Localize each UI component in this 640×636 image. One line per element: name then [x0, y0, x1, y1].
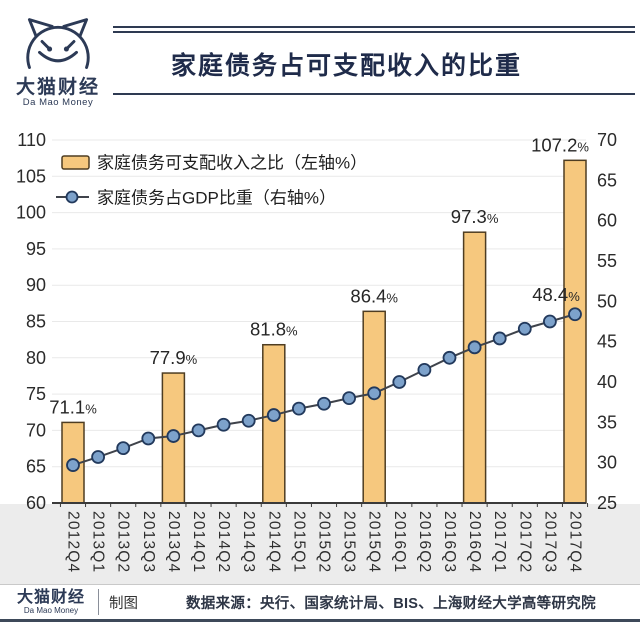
gdp-marker: [392, 375, 407, 389]
x-label: 2013Q1: [90, 511, 107, 573]
left-axis-tick-label: 90: [26, 275, 46, 295]
gdp-marker: [317, 396, 331, 411]
bar-value-label: 97.3%: [451, 206, 499, 227]
chart: 60 65 70 75 80 85 90 95 100 105 110 25 30 35 40 45 50 55 6…: [0, 130, 640, 585]
left-axis-tick-label: 85: [26, 312, 46, 332]
bar-value-label: 77.9%: [150, 347, 198, 368]
right-axis-tick-label: 60: [597, 211, 617, 231]
x-label: 2017Q4: [567, 511, 584, 573]
gdp-marker: [216, 417, 231, 432]
gdp-marker: [543, 314, 557, 329]
footer-logo-zh: 大猫财经: [16, 588, 85, 606]
left-axis-tick-label: 105: [16, 166, 46, 186]
right-axis-tick-label: 40: [597, 372, 617, 392]
gdp-marker: [291, 401, 306, 416]
gdp-marker: [241, 413, 256, 428]
gdp-marker: [191, 423, 206, 438]
left-axis-tick-label: 80: [26, 348, 46, 368]
x-label: 2013Q3: [140, 511, 157, 573]
left-axis-tick-label: 95: [26, 239, 46, 259]
x-label: 2013Q2: [115, 511, 132, 573]
gdp-marker: [467, 340, 482, 355]
right-axis-tick-label: 30: [597, 453, 617, 473]
x-label: 2014Q4: [265, 511, 282, 573]
bar-value-label: 71.1%: [49, 396, 97, 417]
bar-2016Q4: [462, 231, 487, 504]
gdp-marker: [492, 331, 507, 346]
footer-logo-en: Da Mao Money: [23, 605, 79, 615]
x-label: 2016Q1: [391, 511, 408, 573]
right-axis-tick-label: 55: [597, 251, 617, 271]
x-label: 2015Q3: [341, 511, 358, 573]
legend-line-label: 家庭债务占GDP比重（右轴%）: [97, 189, 336, 208]
x-label: 2014Q3: [240, 511, 257, 573]
damao-logo: 大猫财经 Da Mao Money: [10, 16, 106, 108]
gdp-marker: [568, 307, 582, 322]
gdp-marker: [417, 362, 432, 377]
title-block: 家庭债务占可支配收入的比重: [113, 26, 635, 95]
gdp-marker: [442, 350, 457, 365]
x-label: 2014Q2: [215, 511, 232, 573]
legend-line-marker: [65, 190, 79, 204]
x-label: 2013Q4: [165, 511, 182, 573]
title-bottom-rule: [113, 93, 635, 95]
footer: 大猫财经 Da Mao Money 制图 数据来源：央行、国家统计局、BIS、上…: [0, 585, 640, 619]
x-label: 2017Q1: [491, 511, 508, 573]
right-axis-tick-label: 50: [597, 291, 617, 311]
data-source: 数据来源：央行、国家统计局、BIS、上海财经大学高等研究院: [186, 595, 596, 612]
line-value-label: 48.4%: [532, 284, 580, 305]
footer-logo: 大猫财经 Da Mao Money: [14, 588, 88, 615]
x-label: 2015Q1: [290, 511, 307, 573]
bar-value-label: 86.4%: [350, 285, 398, 306]
logo-text-en: Da Mao Money: [22, 96, 94, 108]
gdp-marker: [66, 458, 80, 472]
bar-2014Q4: [262, 343, 286, 504]
gdp-marker: [166, 429, 181, 443]
bar-value-label: 107.2%: [531, 134, 589, 155]
x-label: 2015Q2: [316, 511, 333, 573]
left-axis-tick-label: 65: [26, 457, 46, 477]
x-label: 2014Q1: [190, 511, 207, 573]
bar-2015Q4: [362, 310, 386, 504]
footer-divider: [98, 589, 99, 615]
x-label: 2016Q4: [466, 511, 483, 573]
title-top-rule: [113, 26, 635, 33]
bar-2017Q4: [563, 159, 587, 504]
gdp-marker: [91, 450, 105, 464]
gdp-marker: [517, 321, 532, 336]
left-axis-tick-label: 75: [26, 384, 46, 404]
legend-bar-label: 家庭债务可支配收入之比（左轴%）: [97, 154, 367, 173]
left-axis-tick-label: 60: [26, 493, 46, 513]
page-title: 家庭债务占可支配收入的比重: [170, 53, 522, 80]
x-label: 2015Q4: [366, 511, 383, 573]
logo-text-zh: 大猫财经: [15, 77, 100, 98]
x-label-band: [0, 504, 640, 585]
x-label: 2012Q4: [65, 511, 82, 573]
x-label: 2016Q2: [416, 511, 433, 573]
bar-value-label: 81.8%: [250, 319, 298, 340]
gdp-marker: [116, 441, 131, 456]
x-label: 2017Q2: [516, 511, 533, 573]
left-axis-tick-label: 100: [16, 203, 46, 223]
right-axis-tick-label: 25: [597, 493, 617, 513]
cat-face-icon: [26, 18, 90, 69]
left-axis-tick-label: 110: [17, 130, 46, 150]
right-axis-tick-label: 65: [597, 170, 617, 190]
x-label: 2017Q3: [541, 511, 558, 573]
gdp-marker: [141, 431, 156, 446]
legend-bar-swatch: [61, 155, 90, 170]
gdp-marker: [342, 391, 357, 406]
bottom-rule: [0, 619, 640, 622]
gdp-marker: [367, 386, 382, 401]
legend: 家庭债务可支配收入之比（左轴%） 家庭债务占GDP比重（右轴%）: [56, 154, 367, 208]
right-axis-tick-label: 35: [597, 412, 617, 432]
x-label: 2016Q3: [441, 511, 458, 573]
left-axis-tick-label: 70: [26, 420, 46, 440]
right-axis-tick-label: 45: [597, 332, 617, 352]
gdp-marker: [266, 408, 281, 422]
footer-credit: 制图: [109, 595, 138, 612]
right-axis-tick-label: 70: [597, 130, 617, 150]
